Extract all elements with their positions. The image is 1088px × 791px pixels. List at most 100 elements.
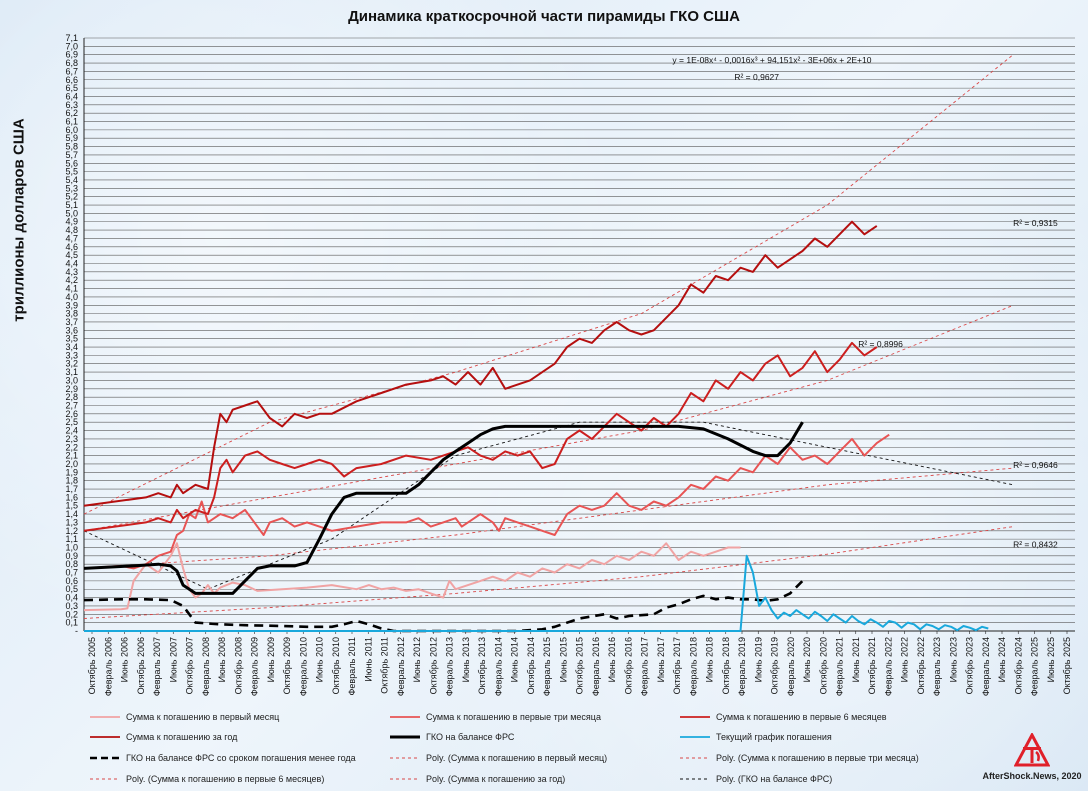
y-tick-label: 2,5 (65, 417, 78, 427)
y-tick-label: 2,0 (65, 459, 78, 469)
x-tick-label: Февраль 2013 (445, 637, 455, 696)
x-tick-label: Октябрь 2006 (136, 637, 146, 694)
legend-swatch (90, 756, 120, 760)
annotation-4: R² = 0,9646 (1013, 460, 1058, 470)
y-tick-label: 6,3 (65, 100, 78, 110)
y-tick-label: 3,2 (65, 359, 78, 369)
x-tick-label: Июнь 2016 (607, 637, 617, 682)
x-tick-label: Июнь 2010 (315, 637, 325, 682)
x-tick-label: Октябрь 2022 (916, 637, 926, 694)
x-tick-label: Октябрь 2020 (818, 637, 828, 694)
x-tick-label: Февраль 2014 (493, 637, 503, 696)
x-tick-label: Октябрь 2021 (867, 637, 877, 694)
y-tick-label: 4,7 (65, 233, 78, 243)
legend-label: Poly. (Сумма к погашению в первые 6 меся… (126, 773, 325, 784)
series-line-5 (83, 579, 804, 633)
y-tick-label: 7,0 (65, 41, 78, 51)
y-tick-label: 6,7 (65, 66, 78, 76)
legend-swatch (390, 715, 420, 718)
y-tick-label: 6,2 (65, 108, 78, 118)
y-tick-label: 4,8 (65, 225, 78, 235)
y-tick-label: 1,0 (65, 542, 78, 552)
x-tick-label: Октябрь 2025 (1062, 637, 1072, 694)
legend-label: Сумма к погашению в первый месяц (126, 711, 280, 722)
y-tick-label: 5,9 (65, 133, 78, 143)
y-tick-label: 1,6 (65, 492, 78, 502)
legend-item: Poly. (Сумма к погашению в первые три ме… (680, 750, 980, 767)
x-tick-label: Июнь 2025 (1046, 637, 1056, 682)
y-tick-label: 1,1 (65, 534, 78, 544)
x-tick-label: Июнь 2007 (168, 637, 178, 682)
chart-title: Динамика краткосрочной части пирамиды ГК… (348, 8, 740, 25)
legend-item: Poly. (Сумма к погашению в первые 6 меся… (90, 770, 390, 787)
y-tick-label: 2,1 (65, 451, 78, 461)
x-tick-label: Октябрь 2014 (526, 637, 536, 694)
y-tick-label: 4,0 (65, 292, 78, 302)
x-tick-label: Октябрь 2008 (233, 637, 243, 694)
x-tick-label: Июнь 2022 (900, 637, 910, 682)
y-tick-label: 6,5 (65, 83, 78, 93)
x-tick-label: Июнь 2020 (802, 637, 812, 682)
y-tick-label: 1,7 (65, 484, 78, 494)
x-tick-label: Октябрь 2024 (1013, 637, 1023, 694)
y-tick-label: 2,4 (65, 426, 78, 436)
x-tick-label: Февраль 2015 (542, 637, 552, 696)
x-tick-label: Февраль 2020 (786, 637, 796, 696)
y-tick-label: 0,6 (65, 576, 78, 586)
x-tick-label: Октябрь 2018 (721, 637, 731, 694)
y-tick-label: 3,8 (65, 309, 78, 319)
x-tick-label: Февраль 2018 (688, 637, 698, 696)
x-tick-label: Октябрь 2011 (380, 637, 390, 694)
y-tick-label: 1,3 (65, 517, 78, 527)
x-tick-label: Октябрь 2015 (575, 637, 585, 694)
y-tick-label: 2,7 (65, 400, 78, 410)
x-tick-label: Февраль 2023 (932, 637, 942, 696)
y-tick-label: 0,9 (65, 551, 78, 561)
annotation-2: R² = 0,9315 (1013, 218, 1058, 228)
y-tick-label: 6,0 (65, 125, 78, 135)
x-tick-label: Февраль 2007 (152, 637, 162, 696)
series-line-0 (83, 542, 741, 612)
y-tick-label: - (75, 626, 78, 636)
x-tick-label: Октябрь 2017 (672, 637, 682, 694)
x-tick-label: Июнь 2024 (997, 637, 1007, 682)
x-tick-label: Февраль 2024 (981, 637, 991, 696)
x-tick-label: Июнь 2023 (948, 637, 958, 682)
legend-swatch (680, 736, 710, 739)
x-tick-label: Июнь 2015 (558, 637, 568, 682)
x-tick-label: Июнь 2012 (412, 637, 422, 682)
legend: Сумма к погашению в первый месяц Сумма к … (90, 708, 980, 788)
y-tick-label: 0,3 (65, 601, 78, 611)
legend-label: Сумма к погашению в первые три месяца (426, 711, 601, 722)
y-tick-label: 4,5 (65, 250, 78, 260)
x-tick-label: Октябрь 2013 (477, 637, 487, 694)
x-tick-label: Октябрь 2007 (185, 637, 195, 694)
series-line-1 (83, 433, 890, 570)
series-line-2 (83, 341, 878, 532)
legend-item: Poly. (ГКО на балансе ФРС) (680, 770, 980, 787)
legend-swatch (90, 778, 120, 780)
legend-item: Poly. (Сумма к погашению за год) (390, 770, 680, 787)
y-tick-label: 4,6 (65, 242, 78, 252)
x-tick-label: Февраль 2009 (250, 637, 260, 696)
y-tick-label: 5,8 (65, 142, 78, 152)
y-tick-label: 6,6 (65, 75, 78, 85)
y-tick-label: 0,4 (65, 593, 78, 603)
legend-item: Poly. (Сумма к погашению в первый месяц) (390, 750, 680, 767)
legend-swatch (680, 715, 710, 718)
x-tick-label: Февраль 2008 (201, 637, 211, 696)
x-tick-label: Июнь 2021 (851, 637, 861, 682)
y-tick-label: 6,9 (65, 50, 78, 60)
legend-swatch (390, 757, 420, 759)
x-tick-label: Октябрь 2012 (428, 637, 438, 694)
y-tick-label: 3,6 (65, 325, 78, 335)
x-tick-label: Февраль 2021 (835, 637, 845, 696)
y-tick-label: 4,4 (65, 259, 78, 269)
y-tick-label: 5,5 (65, 167, 78, 177)
y-tick-label: 3,5 (65, 334, 78, 344)
y-tick-label: 2,8 (65, 392, 78, 402)
x-tick-label: Июнь 2014 (510, 637, 520, 682)
legend-item: Сумма к погашению в первые три месяца (390, 708, 680, 725)
legend-label: Poly. (Сумма к погашению за год) (426, 773, 566, 784)
y-tick-label: 2,3 (65, 434, 78, 444)
